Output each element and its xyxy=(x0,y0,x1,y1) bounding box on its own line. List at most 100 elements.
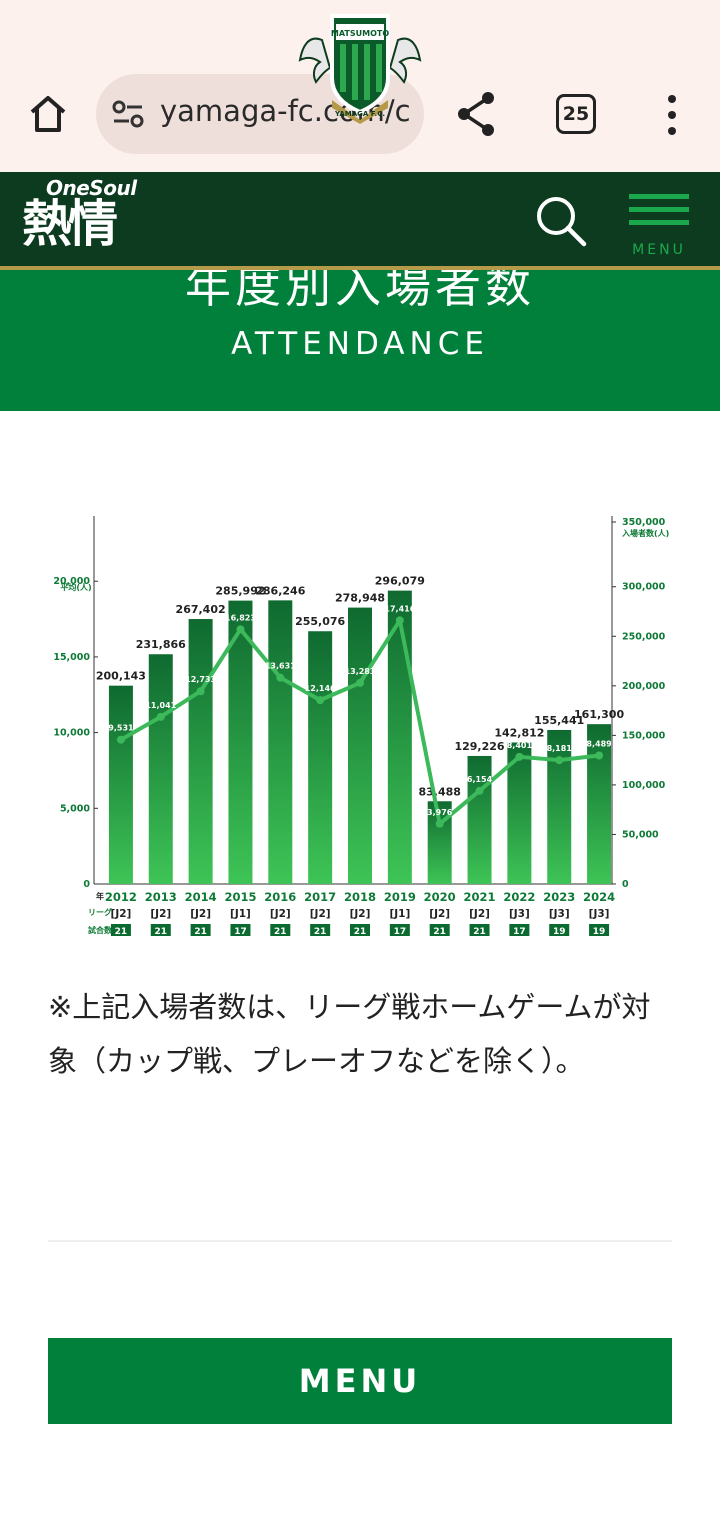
games-badge xyxy=(549,924,570,936)
divider xyxy=(48,1240,672,1242)
year-label: 2012 xyxy=(105,890,137,904)
games-badge xyxy=(509,924,530,936)
league-label: [J2] xyxy=(111,908,132,920)
league-label: [J3] xyxy=(549,908,570,920)
bar-value-label: 155,441 xyxy=(534,714,584,727)
site-settings-icon[interactable] xyxy=(112,100,144,128)
games-row-label: 試合数 xyxy=(88,925,113,935)
league-label: [J1] xyxy=(389,908,410,920)
right-tick-label: 50,000 xyxy=(622,829,659,840)
right-tick-label: 150,000 xyxy=(622,730,666,741)
bar-value-label: 286,246 xyxy=(255,584,305,597)
bar-value-label: 255,076 xyxy=(295,615,345,628)
average-value-label: 8,489 xyxy=(586,739,612,748)
average-point-2020 xyxy=(435,819,444,828)
right-tick-label: 200,000 xyxy=(622,681,666,692)
games-label: 21 xyxy=(274,927,287,937)
tab-switcher-button[interactable]: 25 xyxy=(556,94,596,134)
league-label: [J2] xyxy=(350,908,371,920)
year-label: 2013 xyxy=(145,890,177,904)
bar-value-label: 200,143 xyxy=(96,670,146,683)
bar-2012 xyxy=(108,685,133,884)
bar-2018 xyxy=(348,607,372,884)
hamburger-menu-button[interactable]: MENU xyxy=(626,192,692,262)
bar-2021 xyxy=(467,755,492,884)
more-options-icon[interactable] xyxy=(656,92,688,138)
league-label: [J2] xyxy=(310,908,331,920)
league-row-label: リーグ xyxy=(88,907,112,917)
year-label: 2018 xyxy=(344,890,376,904)
hamburger-line xyxy=(629,194,689,199)
search-icon[interactable] xyxy=(532,192,590,250)
page-subtitle: ATTENDANCE xyxy=(231,326,489,362)
left-axis-title: 平均(人) xyxy=(60,582,91,592)
league-label: [J1] xyxy=(230,908,251,920)
brand-tagline: OneSoul xyxy=(46,176,137,200)
year-label: 2019 xyxy=(384,890,416,904)
bar-2013 xyxy=(148,654,173,884)
league-label: [J2] xyxy=(150,908,171,920)
average-point-2018 xyxy=(356,678,364,687)
left-tick-label: 10,000 xyxy=(53,728,90,739)
right-tick-label: 350,000 xyxy=(622,517,666,528)
left-tick-label: 5,000 xyxy=(60,803,90,814)
average-value-label: 8,401 xyxy=(507,741,533,750)
average-point-2019 xyxy=(395,616,404,625)
games-label: 21 xyxy=(354,927,367,937)
average-point-2022 xyxy=(515,752,524,761)
bar-value-label: 296,079 xyxy=(375,575,425,588)
games-badge xyxy=(310,924,331,936)
page-title: 年度別入場者数 xyxy=(185,270,535,313)
games-label: 17 xyxy=(513,927,526,937)
year-label: 2022 xyxy=(503,890,535,904)
bar-value-label: 161,300 xyxy=(574,708,624,721)
average-value-label: 6,154 xyxy=(467,775,493,784)
club-crest-logo[interactable]: MATSUMOTO YAMAGA F.C. xyxy=(296,4,424,124)
games-label: 17 xyxy=(234,927,247,937)
footer-menu-button[interactable]: MENU xyxy=(48,1338,672,1424)
league-label: [J3] xyxy=(509,908,530,920)
games-badge xyxy=(190,924,211,936)
bar-2024 xyxy=(587,724,612,884)
league-label: [J2] xyxy=(469,908,490,920)
hamburger-line xyxy=(629,220,689,225)
average-point-2015 xyxy=(236,625,245,634)
year-label: 2015 xyxy=(224,890,256,904)
average-value-label: 8,181 xyxy=(547,744,573,753)
bar-value-label: 231,866 xyxy=(136,638,186,651)
year-label: 2024 xyxy=(583,890,615,904)
year-label: 2016 xyxy=(264,890,296,904)
games-label: 21 xyxy=(155,927,168,937)
bar-2016 xyxy=(268,600,293,884)
average-value-label: 17,416 xyxy=(384,604,415,613)
share-icon[interactable] xyxy=(452,88,500,140)
bar-value-label: 129,226 xyxy=(454,740,504,753)
right-tick-label: 250,000 xyxy=(622,631,666,642)
left-tick-label: 20,000 xyxy=(53,576,90,587)
average-point-2021 xyxy=(475,786,484,795)
brand-logo[interactable]: OneSoul 熱情 xyxy=(20,176,146,264)
crest-text: MATSUMOTO xyxy=(331,29,389,38)
home-icon[interactable] xyxy=(24,90,72,138)
average-point-2023 xyxy=(555,756,564,765)
games-label: 19 xyxy=(553,927,566,937)
average-point-2024 xyxy=(595,751,604,760)
games-badge xyxy=(270,924,291,936)
average-point-2014 xyxy=(196,687,205,696)
left-tick-label: 0 xyxy=(83,879,90,890)
year-label: 2014 xyxy=(185,890,217,904)
league-label: [J2] xyxy=(270,908,291,920)
games-badge xyxy=(110,924,131,936)
games-badge xyxy=(469,924,490,936)
games-badge xyxy=(150,924,171,936)
bar-2023 xyxy=(547,729,572,884)
games-badge xyxy=(429,924,450,936)
average-value-label: 13,631 xyxy=(265,662,296,671)
average-value-label: 12,733 xyxy=(185,675,216,684)
games-badge xyxy=(389,924,410,936)
bar-2017 xyxy=(308,631,333,884)
average-value-label: 12,146 xyxy=(305,684,336,693)
page-hero: 年度別入場者数 ATTENDANCE xyxy=(0,270,720,411)
year-label: 2017 xyxy=(304,890,336,904)
